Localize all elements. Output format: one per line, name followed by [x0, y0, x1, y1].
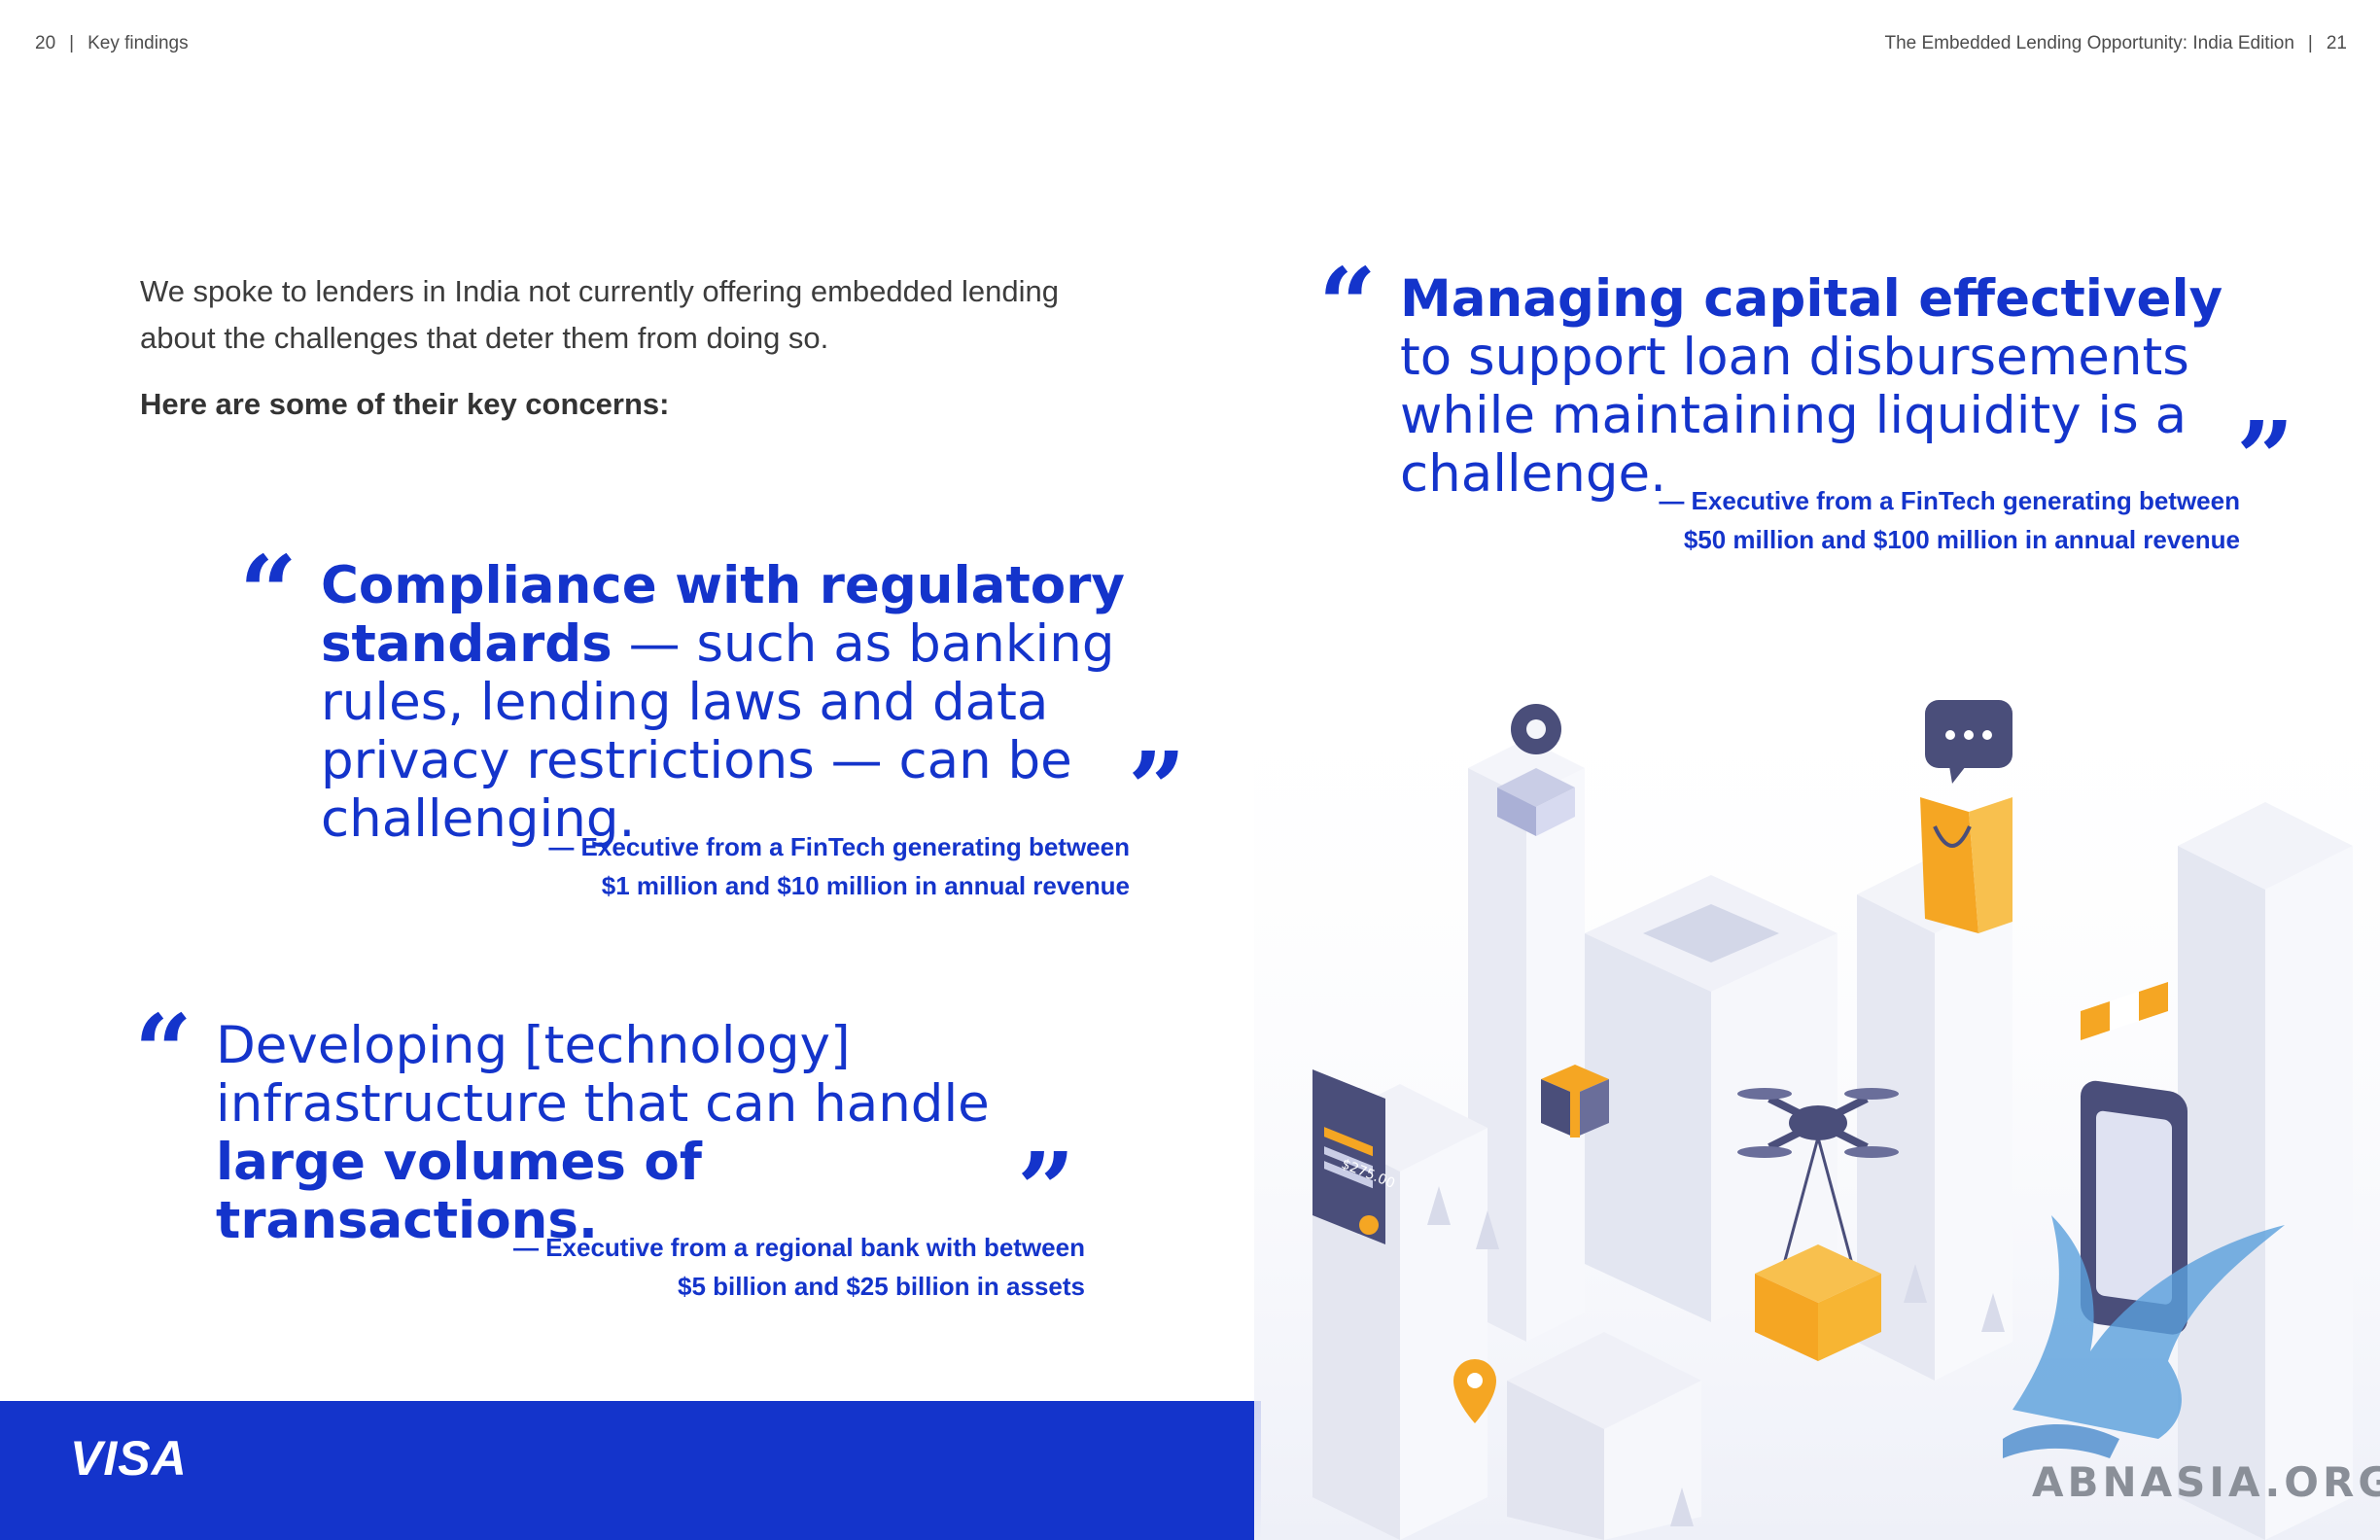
open-quote-mark: “ — [134, 992, 192, 1111]
quote-infrastructure-text: Developing [technology] infrastructure t… — [216, 1016, 990, 1134]
attribution-line: — Executive from a regional bank with be… — [512, 1233, 1085, 1262]
attribution-line: $50 million and $100 million in annual r… — [1683, 525, 2240, 554]
quote-compliance-bold: Compliance with regulatory standards — [321, 556, 1125, 674]
left-section-title: Key findings — [88, 33, 189, 53]
quote-compliance-attribution: — Executive from a FinTech generating be… — [389, 827, 1130, 905]
attribution-line: $5 billion and $25 billion in assets — [677, 1272, 1085, 1301]
smartphone-icon — [2081, 982, 2188, 1335]
quote-compliance: Compliance with regulatory standards — s… — [321, 557, 1196, 849]
intro-paragraph: We spoke to lenders in India not current… — [140, 274, 1059, 355]
left-page-number: 20 — [35, 33, 56, 53]
header-separator: | — [2307, 33, 2313, 53]
shopping-bag-icon — [1920, 797, 2012, 933]
open-quote-mark: “ — [239, 533, 298, 652]
quote-capital-text: to support loan disbursements while main… — [1400, 328, 2189, 504]
quote-capital: Managing capital effectively to support … — [1400, 270, 2256, 504]
attribution-line: — Executive from a FinTech generating be… — [548, 832, 1130, 861]
close-quote-mark: ” — [2236, 399, 2294, 518]
header-separator: | — [69, 33, 75, 53]
attribution-line: $1 million and $10 million in annual rev… — [601, 871, 1130, 900]
building-center — [1585, 875, 1838, 1322]
open-quote-mark: “ — [1318, 245, 1377, 365]
footer-band: VISA — [0, 1401, 1261, 1540]
close-quote-mark: ” — [1017, 1130, 1075, 1249]
right-document-title: The Embedded Lending Opportunity: India … — [1884, 33, 2294, 53]
right-page-number: 21 — [2326, 33, 2347, 53]
building-bottom-center — [1507, 1332, 1701, 1540]
chat-bubble-icon — [1925, 700, 2012, 784]
location-pin-icon — [1453, 1359, 1496, 1423]
quote-capital-attribution: — Executive from a FinTech generating be… — [1556, 481, 2240, 559]
right-page-header: The Embedded Lending Opportunity: India … — [1884, 33, 2347, 54]
gear-box-icon — [1497, 704, 1575, 836]
visa-logo: VISA — [70, 1431, 188, 1486]
quote-infrastructure-bold: large volumes of transactions. — [216, 1133, 702, 1250]
left-page-header: 20 | Key findings — [35, 33, 189, 54]
drone-icon — [1737, 1088, 1899, 1265]
quote-infrastructure-attribution: — Executive from a regional bank with be… — [292, 1228, 1085, 1306]
gift-box-icon — [1541, 1065, 1609, 1138]
close-quote-mark: ” — [1128, 729, 1186, 849]
site-watermark: ABNASIA.ORG — [2032, 1458, 2380, 1506]
quote-compliance-text: — such as banking rules, lending laws an… — [321, 614, 1115, 849]
tree-icons — [1427, 1186, 2005, 1526]
griffin-watermark-icon — [2003, 1215, 2285, 1458]
concerns-heading: Here are some of their key concerns: — [140, 387, 670, 421]
isometric-city-illustration: $275.00 — [1254, 642, 2380, 1540]
quote-infrastructure: Developing [technology] infrastructure t… — [216, 1017, 1071, 1250]
package-box-icon — [1755, 1244, 1881, 1361]
quote-capital-bold: Managing capital effectively — [1400, 269, 2223, 329]
attribution-line: — Executive from a FinTech generating be… — [1659, 486, 2240, 515]
building-right-tall — [2178, 802, 2353, 1540]
